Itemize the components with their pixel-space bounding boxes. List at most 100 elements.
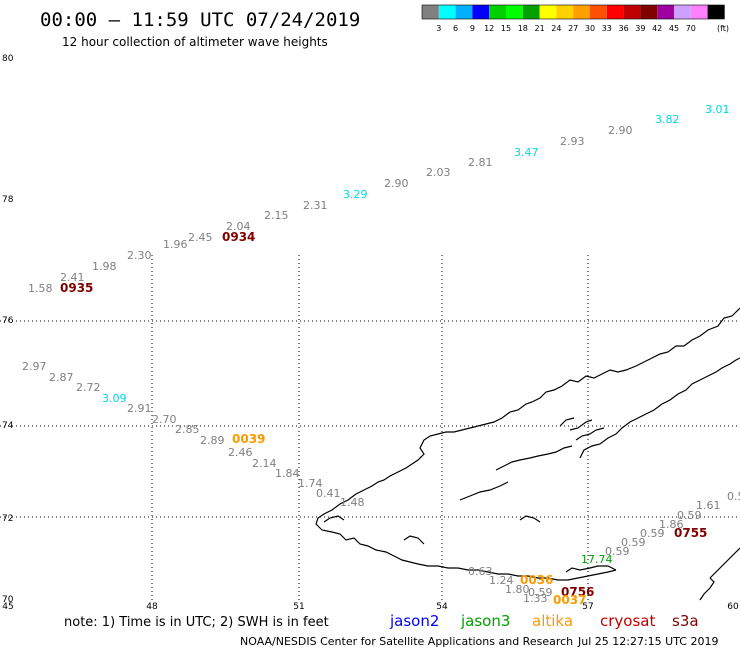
- swh-value: 2.45: [188, 231, 213, 244]
- legend-label: 21: [535, 24, 545, 33]
- swh-value: 1.24: [489, 574, 514, 587]
- swh-value: 3.09: [102, 392, 127, 405]
- lon-tick-label: 45: [2, 602, 13, 612]
- legend-label: 15: [501, 24, 511, 33]
- legend-frame: [421, 4, 725, 20]
- swh-value: 2.93: [560, 135, 585, 148]
- swh-value: 1.98: [92, 260, 117, 273]
- swh-value: 3.82: [655, 113, 680, 126]
- satellite-s3a-label: s3a: [672, 612, 699, 630]
- swh-value: 3.29: [343, 188, 368, 201]
- lon-tick-label: 57: [582, 602, 593, 612]
- swh-value: 2.89: [200, 434, 225, 447]
- graticule: [0, 255, 740, 600]
- swh-value: 2.97: [22, 360, 47, 373]
- satellite-jason2-label: jason2: [389, 612, 439, 630]
- legend-label: 12: [484, 24, 494, 33]
- swh-value: 2.70: [152, 413, 177, 426]
- legend-label: 24: [551, 24, 561, 33]
- lat-tick-label: 78: [2, 195, 14, 205]
- pass-time-label: 0756: [561, 585, 594, 599]
- swh-value: 2.85: [175, 423, 200, 436]
- legend-swatch: [506, 5, 523, 19]
- color-legend: 3 6 9 12 15 18 21 24 27 30 33 36 39 42 45 70: [421, 4, 725, 33]
- swh-value: 0.59: [640, 527, 665, 540]
- swh-value: 2.15: [264, 209, 289, 222]
- swh-value: 2.14: [252, 457, 277, 470]
- pass-time-label: 0934: [222, 230, 255, 244]
- legend-label: 27: [568, 24, 578, 33]
- swh-value: 2.90: [384, 177, 409, 190]
- satellite-cryosat-label: cryosat: [600, 612, 655, 630]
- swh-value: 1.80: [505, 583, 530, 596]
- swh-value: 1.61: [696, 499, 721, 512]
- swh-value: 2.90: [608, 124, 633, 137]
- swh-value: 0.41: [316, 487, 341, 500]
- legend-label: 3: [436, 24, 441, 33]
- swh-value: 0.59: [727, 490, 740, 503]
- legend-label: 39: [635, 24, 645, 33]
- pass-time-label: 0039: [232, 432, 265, 446]
- longitude-tick-labels: 45 48 51 54 57 60: [2, 602, 739, 612]
- legend-label: 70: [686, 24, 696, 33]
- legend-swatch: [707, 5, 725, 19]
- legend-swatch: [623, 5, 641, 19]
- legend-swatch: [674, 5, 691, 19]
- swh-value: 0.59: [528, 586, 553, 599]
- swh-value: 3.47: [514, 146, 539, 159]
- footer-timestamp: Jul 25 12:27:15 UTC 2019: [577, 635, 718, 648]
- map-title: 00:00 – 11:59 UTC 07/24/2019: [40, 9, 360, 31]
- lon-tick-label: 51: [293, 602, 304, 612]
- lon-tick-label: 48: [146, 602, 158, 612]
- lat-tick-label: 76: [2, 316, 14, 326]
- legend-label: 6: [453, 24, 458, 33]
- legend-swatch: [539, 5, 557, 19]
- pass-time-label: 0755: [674, 526, 707, 540]
- swh-value: 2.04: [226, 220, 251, 233]
- lat-tick-label: 74: [2, 421, 14, 431]
- satellite-legend: jason2 jason3 altika cryosat s3a: [389, 612, 699, 630]
- lon-tick-label: 54: [436, 602, 448, 612]
- swh-values-layer: 3.01 3.82 2.90 2.93 3.47 2.81 2.03 2.90 3.29 2.31…: [22, 103, 740, 605]
- swh-value: 0.59: [605, 545, 630, 558]
- footer-note: note: 1) Time is in UTC; 2) SWH is in fe…: [64, 615, 329, 630]
- legend-label: 36: [619, 24, 629, 33]
- legend-label: 33: [602, 24, 612, 33]
- swh-value: 1.74: [298, 477, 323, 490]
- swh-value: 0.59: [677, 509, 702, 522]
- legend-swatch: [522, 5, 540, 19]
- swh-value: 2.72: [76, 381, 101, 394]
- legend-swatch: [438, 5, 456, 19]
- legend-swatch: [590, 5, 607, 19]
- legend-unit: (ft): [717, 24, 729, 33]
- legend-swatch: [422, 5, 439, 19]
- legend-swatch: [489, 5, 506, 19]
- swh-value: 17.74: [581, 553, 613, 566]
- pass-time-label: 0935: [60, 281, 93, 295]
- legend-swatch: [657, 5, 674, 19]
- swh-value: 2.91: [127, 402, 152, 415]
- swh-value: 2.46: [228, 446, 253, 459]
- pass-time-label: 0036: [520, 573, 553, 587]
- legend-label: 45: [669, 24, 679, 33]
- lat-tick-label: 70: [2, 595, 14, 605]
- swh-value: 3.01: [705, 103, 730, 116]
- legend-label: 42: [652, 24, 662, 33]
- satellite-altika-label: altika: [532, 612, 573, 630]
- lat-tick-label: 80: [2, 54, 14, 64]
- swh-value: 1.48: [340, 496, 365, 509]
- swh-value: 1.58: [28, 282, 53, 295]
- swh-value: 0.59: [621, 536, 646, 549]
- swh-value: 2.03: [426, 166, 451, 179]
- swh-value: 1.33: [523, 592, 548, 605]
- legend-swatch: [690, 5, 708, 19]
- pass-time-label: 0037: [553, 593, 586, 607]
- footer-credit: NOAA/NESDIS Center for Satellite Applica…: [240, 635, 573, 648]
- legend-swatch: [640, 5, 658, 19]
- swh-value: 2.30: [127, 249, 152, 262]
- satellite-jason3-label: jason3: [460, 612, 510, 630]
- swh-value: 0.63: [468, 565, 493, 578]
- lon-tick-label: 60: [727, 602, 739, 612]
